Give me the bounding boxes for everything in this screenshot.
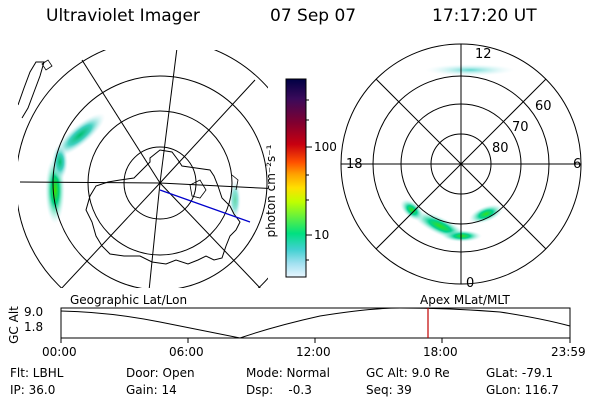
observation-time: 17:17:20 UT [432,6,537,26]
info-filter: Flt: LBHL [10,366,64,380]
altitude-curve [60,307,571,339]
mlt-label-12: 12 [475,47,492,62]
mlt-label-6: 6 [573,157,582,172]
colorbar-tick-100: 100 [314,140,337,154]
info-glat: GLat: -79.1 [486,366,553,380]
info-seq: Seq: 39 [366,383,412,397]
info-mode: Mode: Normal [246,366,330,380]
timeline-x-tick-0600: 06:00 [169,345,204,359]
imager-title: Ultraviolet Imager [46,6,200,26]
info-door: Door: Open [126,366,195,380]
colorbar-tick-10: 10 [314,228,330,242]
timeline-y-tick-top: 9.0 [24,305,44,319]
spacecraft-track-line [159,189,251,223]
mlt-label-0: 0 [466,276,475,291]
info-dsp: Dsp: -0.3 [246,383,312,397]
mlt-label-18: 18 [346,157,363,172]
timeline-left-label: Geographic Lat/Lon [70,293,188,307]
info-gain: Gain: 14 [126,383,177,397]
coastline [85,149,241,265]
mlat-label-70: 70 [512,120,529,135]
timeline-x-tick-0000: 00:00 [42,345,77,359]
timeline-x-tick-2359: 23:59 [551,345,586,359]
timeline-x-tick-1200: 12:00 [296,345,331,359]
aurora-emission-polar [400,64,515,242]
timeline-x-tick-1800: 18:00 [423,345,458,359]
info-ip: IP: 36.0 [10,383,56,397]
mlat-label-80: 80 [492,141,509,156]
observation-date: 07 Sep 07 [270,6,357,26]
info-glon: GLon: 116.7 [486,383,559,397]
info-gc-alt: GC Alt: 9.0 Re [366,366,450,380]
timeline-y-tick-bottom: 1.8 [24,320,44,334]
mlat-label-60: 60 [535,99,552,114]
timeline-right-label: Apex MLat/MLT [420,293,510,307]
